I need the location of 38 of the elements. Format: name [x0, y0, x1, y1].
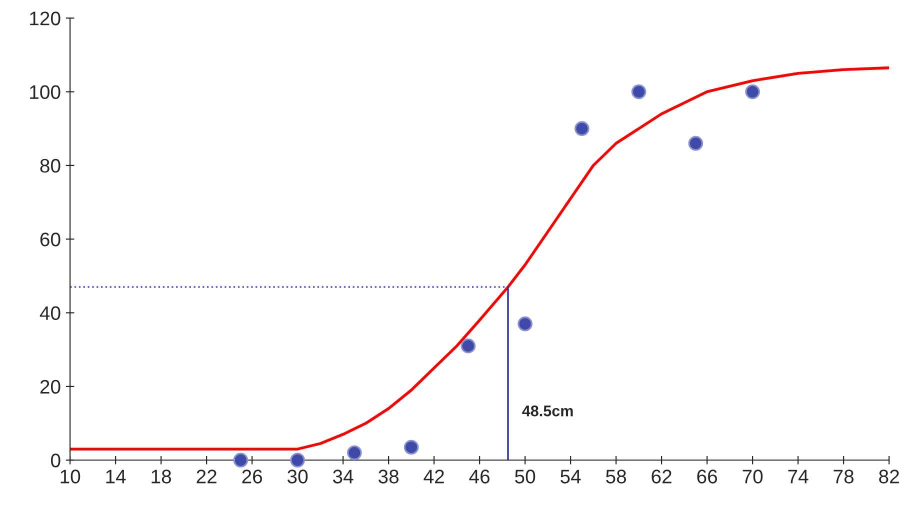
- x-tick-label: 74: [788, 470, 808, 484]
- point: [460, 338, 476, 354]
- point: [631, 84, 646, 100]
- line-series: [70, 66, 890, 450]
- x-tick-label: 82: [879, 470, 899, 484]
- x-tick-label: 58: [606, 470, 626, 484]
- y-tick-label: 120: [30, 12, 60, 26]
- y-tick-label: 80: [40, 158, 60, 173]
- annotation: 48.5cm: [522, 406, 573, 416]
- x-tick-label: 38: [378, 470, 399, 484]
- point: [347, 445, 362, 460]
- x-tick-label: 30: [288, 470, 308, 484]
- point: [574, 121, 590, 136]
- x-tick-label: 10: [60, 470, 80, 484]
- x-tick-label: 14: [106, 470, 126, 484]
- x-tick-label: 50: [515, 470, 536, 484]
- x-tick-label: 42: [424, 470, 444, 484]
- x-tick-label: 70: [742, 470, 763, 484]
- y-tick-label: 60: [40, 232, 60, 246]
- x-tick-label: 26: [242, 470, 262, 484]
- x-tick-label: 34: [333, 470, 354, 484]
- x-tick-label: 66: [697, 470, 718, 484]
- x-tick-label: 54: [560, 470, 581, 484]
- x-tick-label: 78: [834, 470, 854, 484]
- point: [233, 452, 248, 468]
- point: [290, 452, 305, 468]
- x-tick-label: 62: [652, 470, 672, 484]
- x-tick-label: 46: [469, 470, 490, 484]
- y-tick-label: 100: [30, 85, 60, 100]
- y-tick-label: 40: [40, 306, 60, 320]
- x-tick-label: 22: [196, 470, 216, 484]
- y-tick-label: 20: [40, 380, 60, 394]
- y-tick-label: 0: [50, 454, 60, 468]
- point: [745, 84, 760, 100]
- x-tick-label: 18: [152, 470, 172, 484]
- point: [404, 440, 419, 455]
- point: [518, 316, 532, 332]
- point: [688, 136, 704, 151]
